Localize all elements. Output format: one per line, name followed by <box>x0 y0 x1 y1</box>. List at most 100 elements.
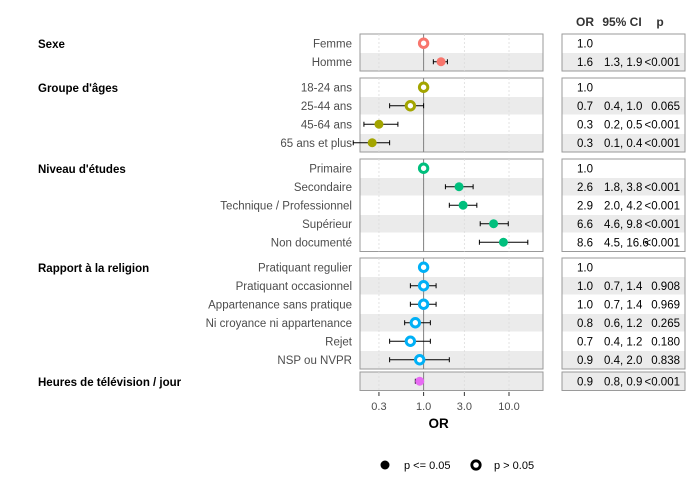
or-point-filled <box>489 219 499 229</box>
row-label: Pratiquant occasionnel <box>236 281 352 293</box>
row-stripe <box>360 97 543 115</box>
table-or: 0.9 <box>577 355 593 367</box>
table-p: 0.265 <box>651 318 680 330</box>
or-point-filled <box>458 200 468 210</box>
table-p: <0.001 <box>645 119 681 131</box>
table-or: 1.0 <box>577 299 593 311</box>
table-ci: 0.7, 1.4 <box>604 281 643 293</box>
or-point-hollow <box>417 261 430 273</box>
row-label: Ni croyance ni appartenance <box>206 318 352 330</box>
row-stripe <box>562 215 685 233</box>
table-or: 8.6 <box>577 237 593 249</box>
group-title: Groupe d'âges <box>38 83 118 95</box>
marks-layer <box>352 37 529 386</box>
table-ci: 0.4, 2.0 <box>604 355 642 367</box>
row-label: Technique / Professionnel <box>220 200 352 212</box>
row-label: Rejet <box>325 336 353 348</box>
group-title: Sexe <box>38 39 65 51</box>
row-stripe <box>562 372 685 390</box>
table-ci: 0.4, 1.0 <box>604 101 642 113</box>
x-axis-title: OR <box>428 416 449 431</box>
plot-panel <box>359 257 544 370</box>
or-point-hollow <box>409 317 422 329</box>
table-ci: 0.6, 1.2 <box>604 318 642 330</box>
table-ci: 0.4, 1.2 <box>604 336 642 348</box>
row-label: NSP ou NVPR <box>277 355 352 367</box>
table-ci: 0.8, 0.9 <box>604 376 642 388</box>
table-or: 1.0 <box>577 262 593 274</box>
row-stripe <box>360 351 543 369</box>
x-axis: 0.3 1.0 3.0 10.0 OR <box>371 392 520 431</box>
table-p: <0.001 <box>645 57 681 69</box>
legend-marker-hollow <box>470 459 482 471</box>
table-ci: 0.7, 1.4 <box>604 299 643 311</box>
table-p: <0.001 <box>645 237 681 249</box>
row-label: Non documenté <box>271 237 352 249</box>
row-label: 45-64 ans <box>301 119 352 131</box>
table-ci: 0.2, 0.5 <box>604 119 642 131</box>
row-stripe <box>360 134 543 152</box>
table-ci: 0.1, 0.4 <box>604 138 643 150</box>
x-tick-label: 3.0 <box>457 401 472 413</box>
row-label: Appartenance sans pratique <box>208 299 352 311</box>
table-ci: 4.5, 16.6 <box>604 237 649 249</box>
row-label: 18-24 ans <box>301 82 352 94</box>
or-point-filled <box>436 57 446 67</box>
or-point-hollow <box>404 335 417 347</box>
or-point-hollow <box>417 81 430 93</box>
row-stripe <box>562 97 685 115</box>
row-label: 25-44 ans <box>301 101 352 113</box>
table-or: 1.0 <box>577 281 593 293</box>
table-or: 1.6 <box>577 57 593 69</box>
x-tick-label: 10.0 <box>498 401 519 413</box>
row-label: 65 ans et plus <box>280 138 352 150</box>
or-point-hollow <box>417 37 430 49</box>
table-panel <box>561 158 686 252</box>
row-stripe <box>360 372 543 390</box>
table-or: 1.0 <box>577 163 593 175</box>
row-stripe <box>562 178 685 196</box>
row-label: Secondaire <box>294 182 352 194</box>
table-p: 0.065 <box>651 101 680 113</box>
or-point-hollow <box>417 280 430 292</box>
table-or: 0.7 <box>577 101 593 113</box>
panels-layer <box>359 33 686 391</box>
row-stripe <box>562 53 685 71</box>
table-panel <box>561 257 686 370</box>
table-p: <0.001 <box>645 182 681 194</box>
table-p: 0.969 <box>651 299 680 311</box>
table-or: 0.8 <box>577 318 593 330</box>
group-title: Niveau d'études <box>38 164 126 176</box>
table-header-ci: 95% CI <box>602 15 641 29</box>
row-stripe <box>360 53 543 71</box>
row-stripe <box>562 134 685 152</box>
row-label: Femme <box>313 38 352 50</box>
table-or: 1.0 <box>577 82 593 94</box>
table-ci: 2.0, 4.2 <box>604 200 642 212</box>
legend-label: p > 0.05 <box>494 460 534 472</box>
or-point-filled <box>415 376 425 386</box>
x-tick-label: 0.3 <box>371 401 386 413</box>
group-title: Heures de télévision / jour <box>38 377 182 389</box>
table-p: 0.908 <box>651 281 680 293</box>
table-header-p: p <box>656 15 663 29</box>
table-or: 0.7 <box>577 336 593 348</box>
row-stripe <box>360 215 543 233</box>
row-label: Pratiquant regulier <box>258 262 352 274</box>
table-or: 2.9 <box>577 200 593 212</box>
or-point-hollow <box>404 100 417 112</box>
table-or: 1.0 <box>577 38 593 50</box>
table-p: 0.838 <box>651 355 680 367</box>
table-or: 0.3 <box>577 138 593 150</box>
legend-marker-filled <box>380 460 390 470</box>
table-header-or: OR <box>576 15 594 29</box>
row-label: Primaire <box>309 163 352 175</box>
or-point-hollow <box>417 162 430 174</box>
table-or: 2.6 <box>577 182 593 194</box>
table-or: 6.6 <box>577 219 593 231</box>
or-point-filled <box>498 237 508 247</box>
legend: p <= 0.05 p > 0.05 <box>380 459 534 472</box>
x-tick-label: 1.0 <box>416 401 431 413</box>
table-ci: 1.3, 1.9 <box>604 57 642 69</box>
